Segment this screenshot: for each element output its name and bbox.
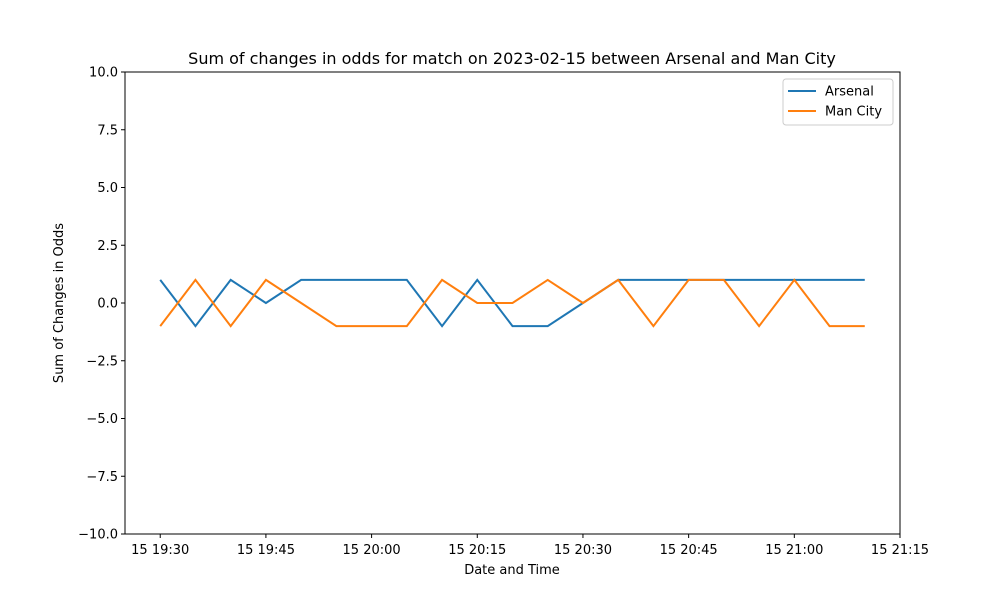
x-tick-label: 15 20:45 [660, 543, 718, 558]
x-tick-label: 15 20:30 [554, 543, 612, 558]
plot-area-frame [124, 71, 901, 535]
x-tick-label: 15 20:00 [343, 543, 401, 558]
x-tick-label: 15 19:30 [131, 543, 189, 558]
y-tick-label: −7.5 [86, 470, 118, 485]
y-tick-label: −5.0 [86, 412, 118, 427]
x-tick-label: 15 20:15 [448, 543, 506, 558]
x-tick-label: 15 21:15 [871, 543, 929, 558]
y-tick-label: 2.5 [97, 239, 118, 254]
legend-label: Man City [825, 105, 882, 120]
series-line-arsenal [159, 278, 865, 328]
y-axis: −10.0 −7.5 −5.0 −2.5 0.0 2.5 5.0 7.5 10.0 [78, 66, 125, 543]
y-tick-label: 5.0 [97, 181, 118, 196]
series-line-man-city [159, 278, 865, 328]
y-tick-label: 7.5 [97, 123, 118, 138]
x-tick-label: 15 21:00 [765, 543, 823, 558]
x-tick-label: 15 19:45 [237, 543, 295, 558]
legend: Arsenal Man City [782, 78, 894, 126]
y-tick-label: 0.0 [97, 297, 118, 312]
y-tick-label: 10.0 [89, 66, 118, 81]
y-tick-label: −10.0 [78, 528, 118, 543]
chart-title: Sum of changes in odds for match on 2023… [188, 49, 836, 68]
y-tick-label: −2.5 [86, 354, 118, 369]
legend-label: Arsenal [825, 85, 874, 100]
y-axis-label: Sum of Changes in Odds [52, 223, 67, 383]
series-layer [159, 278, 865, 328]
x-axis-label: Date and Time [464, 563, 560, 578]
x-axis: 15 19:30 15 19:45 15 20:00 15 20:15 15 20:30… [131, 534, 929, 558]
